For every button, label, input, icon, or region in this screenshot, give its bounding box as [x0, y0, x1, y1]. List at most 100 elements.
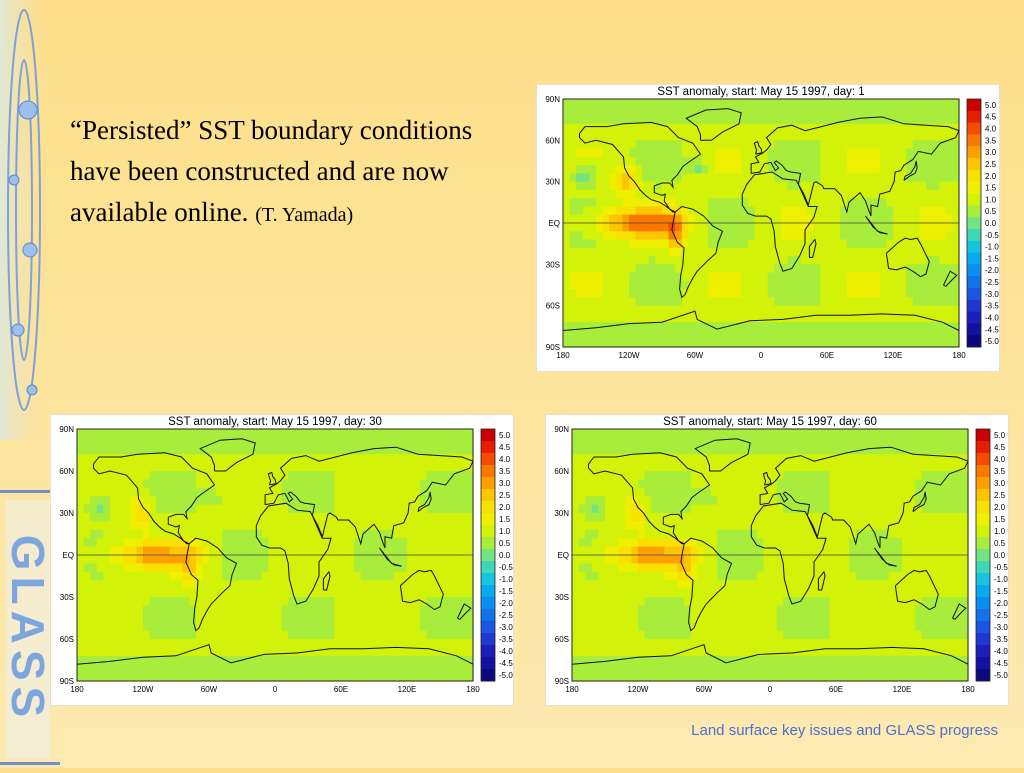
colorbar-label: -0.5	[499, 563, 513, 572]
colorbar-label: 4.5	[499, 443, 511, 452]
colorbar-label: -3.5	[985, 302, 999, 311]
colorbar-label: -2.5	[499, 611, 513, 620]
colorbar-label: 0.0	[994, 551, 1006, 560]
colorbar-label: 1.0	[994, 527, 1006, 536]
colorbar-label: 4.5	[985, 113, 997, 122]
colorbar-swatch	[481, 465, 495, 477]
sst-map-day-30: SST anomaly, start: May 15 1997, day: 30…	[50, 414, 514, 706]
colorbar-swatch	[967, 99, 981, 111]
colorbar-label: -2.5	[985, 278, 999, 287]
colorbar-label: -0.5	[985, 231, 999, 240]
colorbar-label: -5.0	[994, 671, 1008, 680]
colorbar-label: -2.5	[994, 611, 1008, 620]
colorbar-swatch	[976, 441, 990, 453]
colorbar-swatch	[976, 645, 990, 657]
colorbar-label: -5.0	[499, 671, 513, 680]
colorbar-swatch	[976, 573, 990, 585]
lat-tick-label: 60N	[59, 467, 74, 476]
colorbar-label: -3.0	[994, 623, 1008, 632]
colorbar-label: 2.5	[499, 491, 511, 500]
colorbar-swatch	[481, 657, 495, 669]
lon-tick-label: 60W	[201, 685, 218, 694]
colorbar-swatch	[481, 645, 495, 657]
colorbar-swatch	[481, 429, 495, 441]
colorbar-swatch	[481, 441, 495, 453]
colorbar-label: 5.0	[994, 431, 1006, 440]
lat-tick-label: 60S	[555, 635, 569, 644]
colorbar-swatch	[967, 205, 981, 217]
colorbar-label: 0.0	[985, 219, 997, 228]
lat-tick-label: EQ	[62, 551, 74, 560]
colorbar-label: -4.0	[499, 647, 513, 656]
lon-tick-label: 60E	[334, 685, 348, 694]
colorbar-swatch	[976, 489, 990, 501]
lat-tick-label: EQ	[557, 551, 569, 560]
colorbar: 5.04.54.03.53.02.52.01.51.00.50.0-0.5-1.…	[976, 429, 1008, 681]
map-title: SST anomaly, start: May 15 1997, day: 30	[168, 416, 382, 428]
colorbar-swatch	[967, 182, 981, 194]
colorbar-swatch	[967, 300, 981, 312]
lon-tick-label: 60E	[820, 351, 834, 360]
colorbar-swatch	[976, 585, 990, 597]
colorbar-swatch	[976, 513, 990, 525]
colorbar-swatch	[976, 465, 990, 477]
lon-tick-label: 60W	[687, 351, 704, 360]
colorbar-swatch	[481, 525, 495, 537]
colorbar-swatch	[976, 669, 990, 681]
colorbar-label: -2.0	[994, 599, 1008, 608]
colorbar-swatch	[976, 621, 990, 633]
lat-tick-label: 60S	[60, 635, 74, 644]
colorbar-label: -3.0	[499, 623, 513, 632]
colorbar-label: -1.5	[994, 587, 1008, 596]
colorbar-swatch	[967, 123, 981, 135]
colorbar-label: 2.5	[985, 160, 997, 169]
colorbar-label: 2.0	[994, 503, 1006, 512]
colorbar-label: 3.0	[994, 479, 1006, 488]
colorbar-label: -1.5	[499, 587, 513, 596]
colorbar-swatch	[967, 288, 981, 300]
colorbar-swatch	[976, 525, 990, 537]
colorbar-swatch	[976, 477, 990, 489]
sst-map-day-60: SST anomaly, start: May 15 1997, day: 60…	[545, 414, 1009, 706]
colorbar-label: 4.0	[985, 125, 997, 134]
colorbar-label: 0.0	[499, 551, 511, 560]
colorbar-label: -1.5	[985, 254, 999, 263]
colorbar-label: -3.5	[499, 635, 513, 644]
lon-tick-label: 120W	[628, 685, 649, 694]
colorbar-swatch	[481, 453, 495, 465]
colorbar-swatch	[967, 229, 981, 241]
colorbar-swatch	[967, 146, 981, 158]
colorbar: 5.04.54.03.53.02.52.01.51.00.50.0-0.5-1.…	[967, 99, 999, 347]
lat-tick-label: 30N	[59, 509, 74, 518]
lon-tick-label: 180	[466, 685, 480, 694]
colorbar: 5.04.54.03.53.02.52.01.51.00.50.0-0.5-1.…	[481, 429, 513, 681]
lon-tick-label: 180	[961, 685, 975, 694]
colorbar-label: -3.5	[994, 635, 1008, 644]
lon-tick-label: 120E	[893, 685, 912, 694]
colorbar-label: -2.0	[499, 599, 513, 608]
colorbar-swatch	[967, 158, 981, 170]
lon-tick-label: 60W	[696, 685, 713, 694]
colorbar-swatch	[481, 597, 495, 609]
colorbar-label: -4.5	[499, 659, 513, 668]
colorbar-swatch	[481, 501, 495, 513]
colorbar-swatch	[967, 217, 981, 229]
colorbar-swatch	[481, 537, 495, 549]
colorbar-label: 1.5	[985, 184, 997, 193]
colorbar-label: 4.0	[499, 455, 511, 464]
colorbar-label: 1.0	[985, 195, 997, 204]
colorbar-swatch	[976, 453, 990, 465]
colorbar-label: -5.0	[985, 337, 999, 346]
colorbar-label: -1.0	[985, 243, 999, 252]
colorbar-swatch	[481, 513, 495, 525]
map-svg: SST anomaly, start: May 15 1997, day: 60…	[546, 415, 1008, 705]
lon-tick-label: 0	[759, 351, 764, 360]
colorbar-swatch	[967, 170, 981, 182]
colorbar-swatch	[976, 549, 990, 561]
author-credit: (T. Yamada)	[255, 204, 353, 226]
map-svg: SST anomaly, start: May 15 1997, day: 30…	[51, 415, 513, 705]
map-svg: SST anomaly, start: May 15 1997, day: 19…	[537, 85, 999, 371]
colorbar-swatch	[976, 561, 990, 573]
colorbar-swatch	[481, 621, 495, 633]
